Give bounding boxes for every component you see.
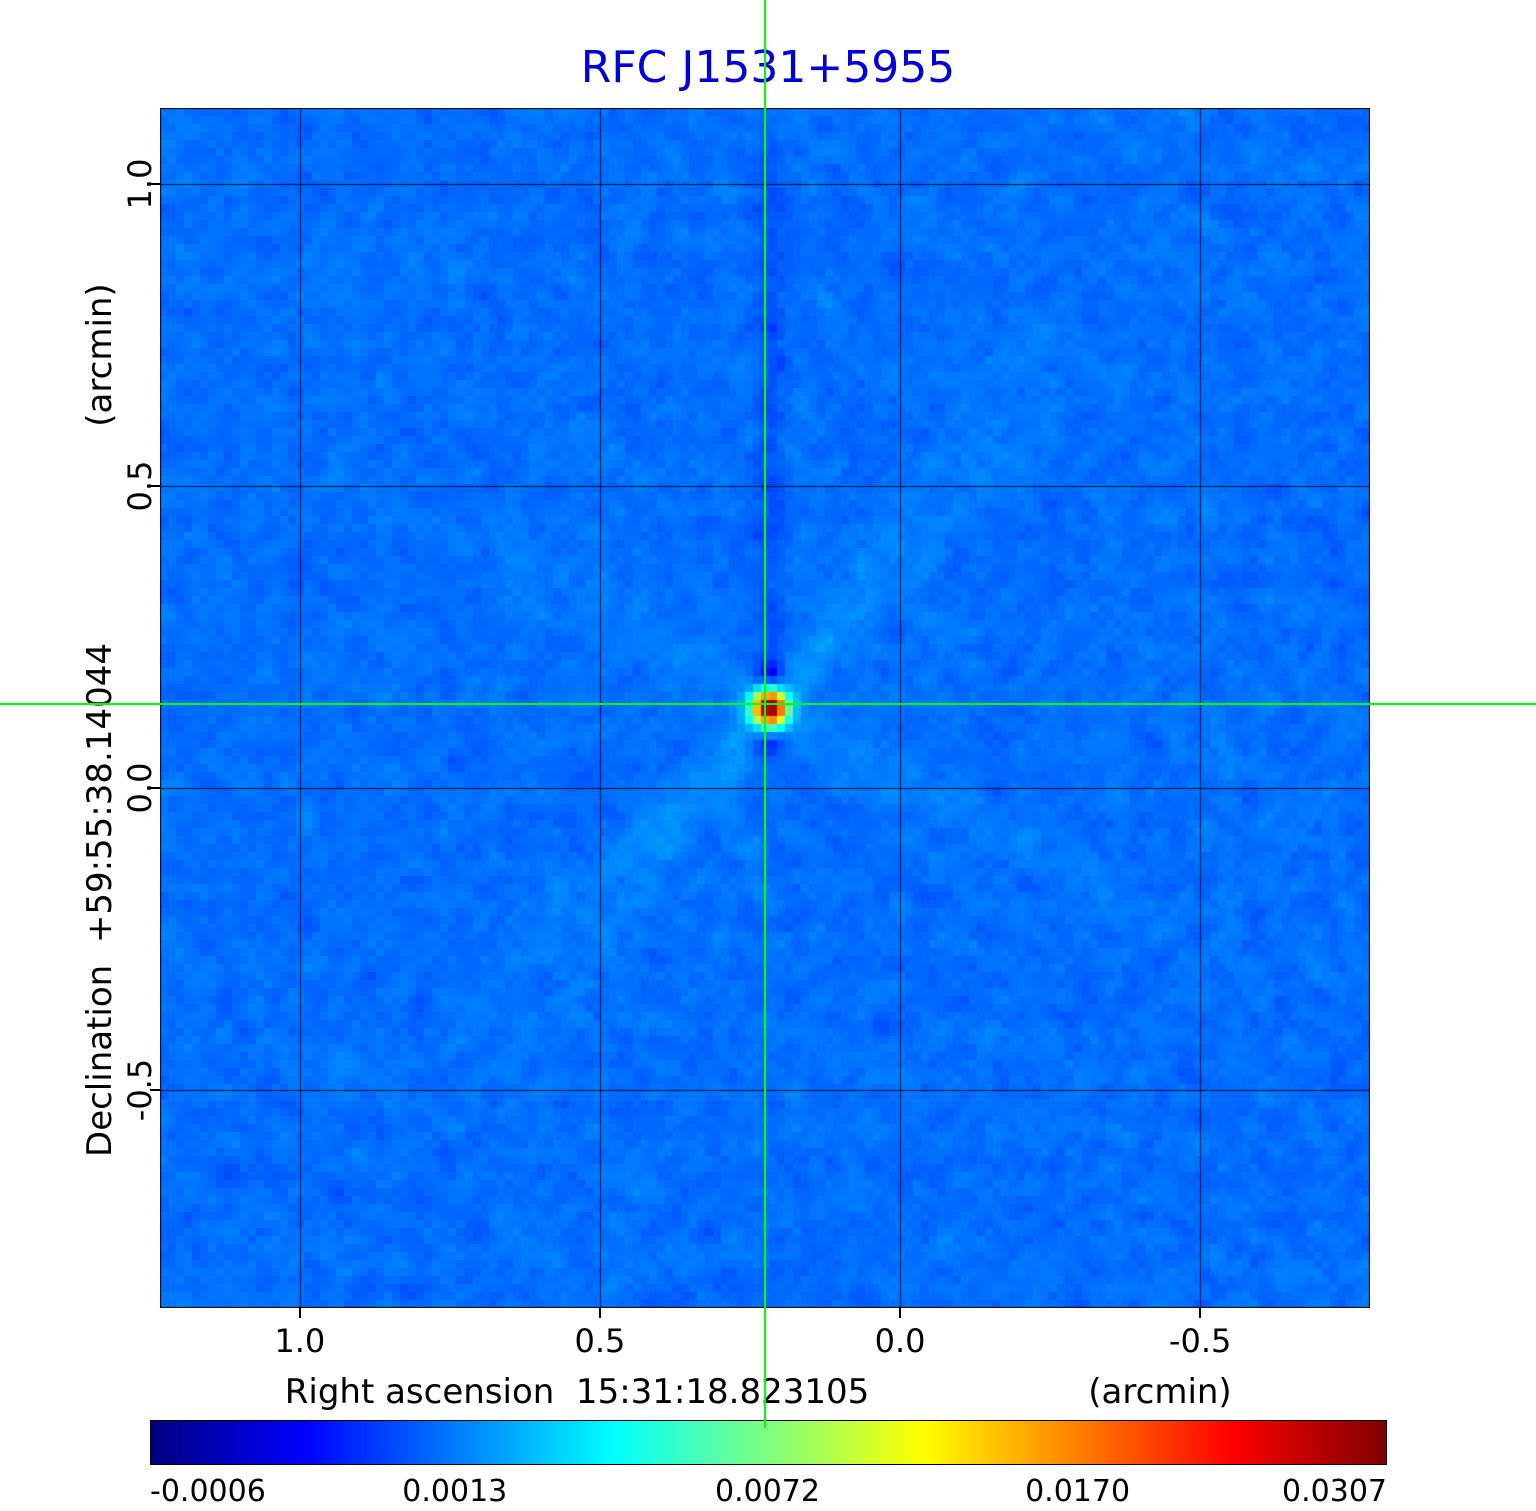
x-tick-label: -0.5 [1168,1322,1232,1360]
y-axis-label: Declination +59:55:38.14044 [80,643,120,1157]
colorbar [150,1420,1387,1465]
figure-title: RFC J1531+5955 [580,42,956,93]
y-tick-label: 0.5 [121,460,159,512]
x-axis-label: Right ascension 15:31:18.823105 [284,1372,870,1412]
x-tick-mark [298,1308,301,1318]
y-tick-label: -0.5 [121,1058,159,1122]
y-tick-mark [150,485,160,488]
colorbar-tick-label: 0.0170 [1025,1474,1131,1509]
colorbar-tick-label: 0.0072 [715,1474,820,1509]
x-tick-label: 0.0 [874,1322,926,1360]
crosshair-horizontal-line [0,703,1536,705]
x-tick-label: 1.0 [274,1322,326,1360]
x-tick-mark [899,1308,902,1318]
y-tick-mark [150,787,160,790]
y-tick-mark [150,1088,160,1091]
x-tick-mark [598,1308,601,1318]
x-tick-label: 0.5 [574,1322,626,1360]
colorbar-tick-label: 0.0307 [1282,1474,1387,1509]
y-tick-label: 1.0 [121,158,159,210]
y-tick-mark [150,183,160,186]
colorbar-tick-label: 0.0013 [402,1474,508,1509]
colorbar-tick-label: -0.0006 [150,1474,266,1509]
x-axis-unit: (arcmin) [1088,1372,1232,1412]
y-axis-unit: (arcmin) [80,283,120,427]
y-tick-label: 0.0 [121,762,159,814]
x-tick-mark [1199,1308,1202,1318]
crosshair-vertical-line [764,0,766,1428]
